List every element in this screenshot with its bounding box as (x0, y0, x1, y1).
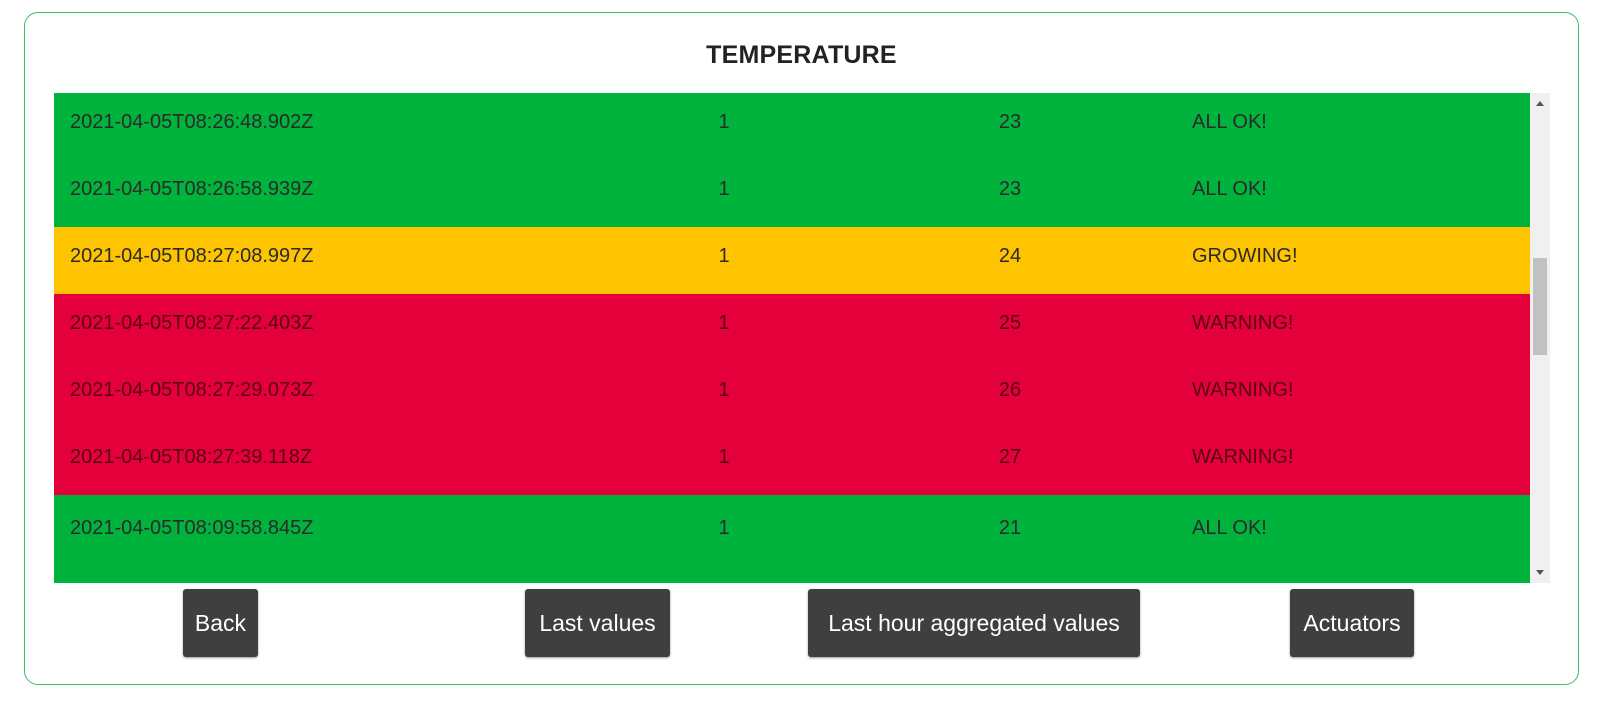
value-cell: 23 (998, 111, 1022, 133)
sensor-id-cell: 1 (718, 446, 730, 468)
scroll-up-icon[interactable] (1536, 101, 1544, 106)
status-cell: ALL OK! (1192, 517, 1267, 539)
temperature-card: TEMPERATURE 2021-04-05T08:26:48.902Z 1 2… (24, 12, 1579, 685)
timestamp-cell: 2021-04-05T08:27:39.118Z (70, 446, 313, 468)
table-row: 2021-04-05T08:27:29.073Z 1 26 WARNING! (54, 361, 1530, 428)
timestamp-cell: 2021-04-05T08:27:08.997Z (70, 245, 314, 267)
sensor-id-cell: 1 (718, 312, 730, 334)
table-row: 2021-04-05T08:27:08.997Z 1 24 GROWING! (54, 227, 1530, 294)
actuators-button[interactable]: Actuators (1290, 589, 1414, 657)
status-cell: ALL OK! (1192, 111, 1267, 133)
table-row: 2021-04-05T08:27:22.403Z 1 25 WARNING! (54, 294, 1530, 361)
back-button[interactable]: Back (183, 589, 258, 657)
status-cell: WARNING! (1192, 312, 1294, 334)
readings-table: 2021-04-05T08:26:48.902Z 1 23 ALL OK! 20… (54, 93, 1550, 583)
status-cell: ALL OK! (1192, 178, 1267, 200)
value-cell: 23 (998, 178, 1022, 200)
value-cell: 26 (998, 379, 1022, 401)
scroll-down-icon[interactable] (1536, 570, 1544, 575)
table-row: 2021-04-05T08:26:48.902Z 1 23 ALL OK! (54, 93, 1530, 160)
timestamp-cell: 2021-04-05T08:26:48.902Z (70, 111, 314, 133)
scrollbar-thumb[interactable] (1533, 258, 1547, 355)
timestamp-cell: 2021-04-05T08:27:29.073Z (70, 379, 314, 401)
sensor-id-cell: 1 (718, 111, 730, 133)
value-cell: 21 (998, 517, 1022, 539)
sensor-id-cell: 1 (718, 178, 730, 200)
sensor-id-cell: 1 (718, 245, 730, 267)
last-values-button[interactable]: Last values (525, 589, 670, 657)
timestamp-cell: 2021-04-05T08:27:22.403Z (70, 312, 314, 334)
timestamp-cell: 2021-04-05T08:26:58.939Z (70, 178, 314, 200)
status-cell: GROWING! (1192, 245, 1298, 267)
status-cell: WARNING! (1192, 379, 1294, 401)
status-cell: WARNING! (1192, 446, 1294, 468)
table-row: 2021-04-05T08:09:58.845Z 1 21 ALL OK! (54, 495, 1530, 583)
page-title: TEMPERATURE (706, 41, 897, 69)
readings-rows: 2021-04-05T08:26:48.902Z 1 23 ALL OK! 20… (54, 93, 1530, 583)
sensor-id-cell: 1 (718, 379, 730, 401)
last-hour-aggregated-button[interactable]: Last hour aggregated values (808, 589, 1140, 657)
value-cell: 24 (998, 245, 1022, 267)
value-cell: 25 (998, 312, 1022, 334)
table-scrollbar[interactable] (1530, 93, 1550, 583)
value-cell: 27 (998, 446, 1022, 468)
timestamp-cell: 2021-04-05T08:09:58.845Z (70, 517, 314, 539)
sensor-id-cell: 1 (718, 517, 730, 539)
table-row: 2021-04-05T08:26:58.939Z 1 23 ALL OK! (54, 160, 1530, 227)
table-row: 2021-04-05T08:27:39.118Z 1 27 WARNING! (54, 428, 1530, 495)
